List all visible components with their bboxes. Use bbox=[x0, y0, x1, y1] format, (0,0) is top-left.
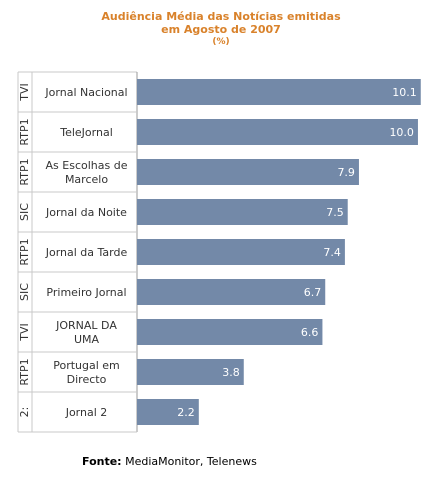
source-text: MediaMonitor, Telenews bbox=[125, 455, 257, 468]
chart-unit: (%) bbox=[212, 37, 230, 47]
source-label: Fonte: bbox=[82, 455, 122, 468]
category-label: As Escolhas de bbox=[46, 159, 128, 172]
chart-title-line-1: Audiência Média das Notícias emitidas bbox=[101, 10, 341, 23]
bar bbox=[137, 279, 326, 305]
bar bbox=[137, 239, 345, 265]
data-label: 10.0 bbox=[389, 126, 414, 139]
chart-title: Audiência Média das Notícias emitidas em… bbox=[0, 10, 442, 49]
bar bbox=[137, 119, 418, 145]
data-label: 7.4 bbox=[323, 246, 341, 259]
category-label: Jornal 2 bbox=[65, 406, 108, 419]
category-label: Jornal Nacional bbox=[44, 86, 127, 99]
category-label: TeleJornal bbox=[59, 126, 113, 139]
category-label: Jornal da Tarde bbox=[45, 246, 128, 259]
category-label: Marcelo bbox=[65, 173, 108, 186]
channel-label: 2: bbox=[18, 407, 31, 418]
channel-label: RTP1 bbox=[18, 238, 31, 265]
channel-label: SIC bbox=[18, 203, 31, 221]
data-label: 6.7 bbox=[304, 286, 322, 299]
channel-label: RTP1 bbox=[18, 158, 31, 185]
category-label: Directo bbox=[67, 373, 107, 386]
channel-label: TVI bbox=[18, 323, 31, 342]
data-label: 7.5 bbox=[326, 206, 344, 219]
bar bbox=[137, 399, 199, 425]
category-label: JORNAL DA bbox=[55, 319, 117, 332]
data-label: 3.8 bbox=[222, 366, 240, 379]
bar bbox=[137, 319, 323, 345]
data-label: 10.1 bbox=[392, 86, 417, 99]
bar bbox=[137, 199, 348, 225]
bar bbox=[137, 359, 244, 385]
data-label: 6.6 bbox=[301, 326, 319, 339]
channel-label: RTP1 bbox=[18, 358, 31, 385]
category-label: Portugal em bbox=[53, 359, 120, 372]
channel-label: SIC bbox=[18, 283, 31, 301]
data-label: 2.2 bbox=[177, 406, 195, 419]
category-label: UMA bbox=[74, 333, 100, 346]
category-label: Jornal da Noite bbox=[45, 206, 127, 219]
data-label: 7.9 bbox=[337, 166, 355, 179]
category-label: Primeiro Jornal bbox=[46, 286, 126, 299]
bar bbox=[137, 159, 359, 185]
channel-label: TVI bbox=[18, 83, 31, 102]
chart-title-line-2: em Agosto de 2007 bbox=[161, 23, 281, 36]
bar bbox=[137, 79, 421, 105]
source-note: Fonte: MediaMonitor, Telenews bbox=[82, 455, 257, 468]
channel-label: RTP1 bbox=[18, 118, 31, 145]
